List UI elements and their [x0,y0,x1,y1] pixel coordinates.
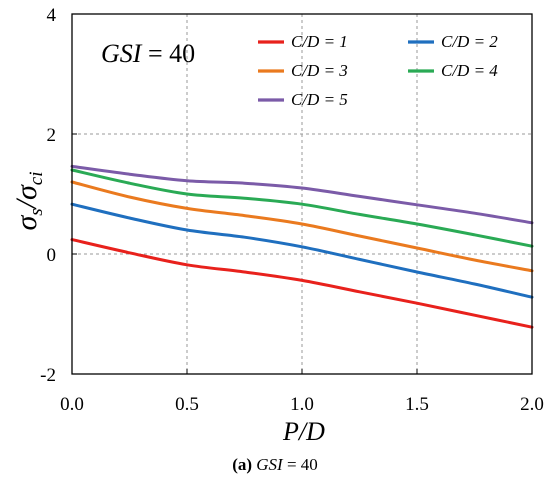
caption-value: = 40 [283,455,318,474]
caption-letter: (a) [232,455,252,474]
x-tick-label: 0.5 [175,394,199,415]
series-line-1 [70,238,534,329]
y-tick-labels: -2 0 2 4 [40,5,77,386]
caption: (a) GSI = 40 [232,455,318,474]
series-lines [70,164,534,329]
y-axis-sigma: σ [10,215,43,231]
x-tick-label: 2.0 [520,394,544,415]
series-line-4 [70,168,534,248]
series-line-3 [70,180,534,273]
annotation-label: GSI [101,39,143,68]
y-tick-label: -2 [40,365,56,386]
legend-label-5: C/D = 5 [291,90,348,109]
annotation-value: = 40 [141,39,195,68]
series-line-2 [70,202,534,299]
y-tick-label: 2 [47,125,57,146]
legend: C/D = 1 C/D = 2 C/D = 3 C/D = 4 C/D = 5 [258,32,498,109]
x-tick-label: 1.5 [405,394,429,415]
y-tick-label: 4 [47,5,57,26]
x-tick-label: 0.0 [60,394,84,415]
x-tick-labels: 0.0 0.5 1.0 1.5 2.0 [60,369,544,415]
y-axis-slash-sigma: /σ [10,184,43,210]
legend-label-4: C/D = 4 [441,61,498,80]
legend-label-1: C/D = 1 [291,32,348,51]
legend-label-3: C/D = 3 [291,61,348,80]
y-axis-sub-ci: ci [26,171,47,185]
legend-label-2: C/D = 2 [441,32,498,51]
y-axis-sub-s: s [26,208,47,215]
x-axis-title: P/D [282,417,325,446]
x-tick-label: 1.0 [290,394,314,415]
y-axis-title: σs/σci [10,171,47,230]
series-line-5 [70,164,534,225]
y-tick-label: 0 [47,245,57,266]
annotation: GSI = 40 [101,39,195,68]
caption-gsi: GSI [256,455,284,474]
